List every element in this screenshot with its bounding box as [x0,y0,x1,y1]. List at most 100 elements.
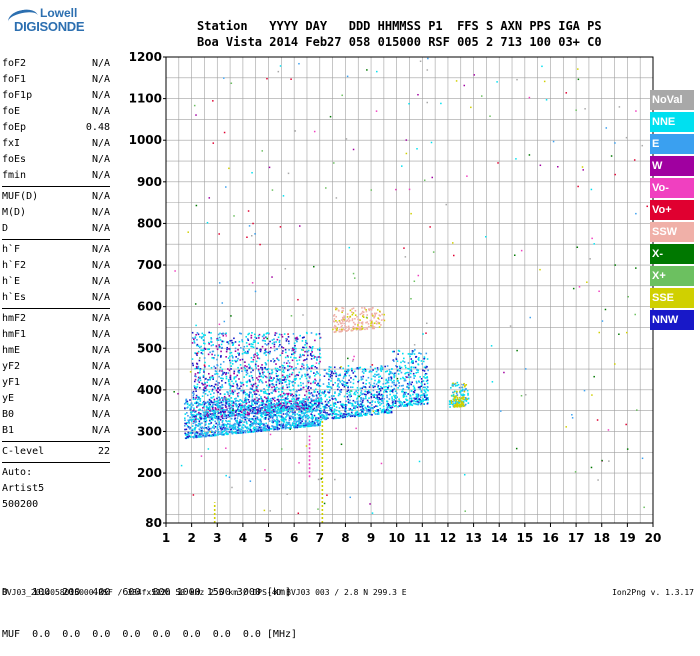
echo-point [264,343,267,345]
echo-point [354,323,357,326]
echo-point [279,369,281,371]
echo-point [272,398,275,401]
echo-point [404,364,407,367]
echo-point [268,415,271,417]
echo-point [216,424,219,426]
echo-point [395,392,398,395]
echo-point [402,401,405,403]
echo-point [264,429,267,432]
echo-point [418,381,421,383]
echo-point [310,425,312,427]
x-tick-label: 3 [213,531,221,545]
echo-point [348,407,351,410]
echo-point [297,374,300,377]
echo-point [188,427,191,430]
echo-point [291,349,293,352]
echo-point [402,396,405,398]
echo-point [334,413,336,416]
noise-point [371,364,374,366]
echo-point [246,381,248,384]
echo-point [257,334,260,337]
echo-point [330,410,333,412]
echo-point [451,403,454,406]
echo-point [376,413,379,415]
echo-point [251,394,254,396]
echo-point [338,416,341,419]
echo-point [255,367,257,369]
echo-point [297,424,299,426]
echo-point [193,407,195,410]
echo-point [379,380,381,383]
echo-point [198,420,201,423]
echo-point [246,427,248,430]
echo-point [310,387,312,389]
noise-point [341,94,343,97]
echo-point [243,421,246,423]
echo-point [311,418,314,420]
echo-point [293,342,296,345]
echo-point [317,417,320,419]
echo-point [264,349,266,352]
echo-point [214,430,217,432]
echo-point [250,421,252,423]
echo-point [335,409,338,412]
echo-point [377,411,380,414]
echo-point [319,337,321,340]
echo-point [359,319,361,321]
echo-point [274,414,276,416]
echo-point [467,402,470,404]
echo-point [191,362,194,365]
echo-point [322,383,325,385]
echo-point [358,404,361,406]
echo-point [217,391,220,394]
echo-point [254,403,257,405]
echo-point [258,398,260,400]
echo-point [316,404,319,407]
echo-point [319,374,321,376]
echo-point [237,408,239,411]
echo-point [408,403,410,406]
echo-point [402,405,405,407]
echo-point [289,410,292,413]
echo-point [312,364,314,367]
echo-point [299,417,301,420]
echo-point [311,422,313,425]
echo-point [388,404,390,407]
echo-point [369,384,372,386]
echo-point [274,428,276,431]
echo-point [261,423,264,425]
echo-point [349,381,352,383]
echo-point [410,397,413,400]
echo-point [359,313,362,316]
echo-point [211,350,214,353]
noise-point [480,95,483,97]
echo-point [227,410,230,413]
echo-point [267,426,269,429]
echo-point [319,416,322,418]
echo-point [231,344,234,346]
echo-point [360,376,363,379]
echo-point [248,375,251,377]
echo-point [226,346,229,349]
legend-item-e: E [650,134,694,154]
echo-point [225,402,227,405]
echo-point [293,351,296,354]
echo-point [395,365,397,367]
echo-point [212,404,214,406]
echo-point [217,354,220,357]
echo-point [305,346,308,349]
echo-point [271,407,273,410]
echo-point [372,306,374,309]
echo-point [246,365,248,368]
noise-point [625,423,627,426]
echo-point [314,365,317,368]
echo-point [295,339,297,342]
echo-point [312,423,314,425]
echo-point [337,383,340,385]
echo-point [381,396,384,399]
echo-point [240,429,243,431]
echo-point [202,414,205,416]
echo-point [311,415,314,418]
echo-point [258,349,261,351]
echo-point [375,374,378,376]
